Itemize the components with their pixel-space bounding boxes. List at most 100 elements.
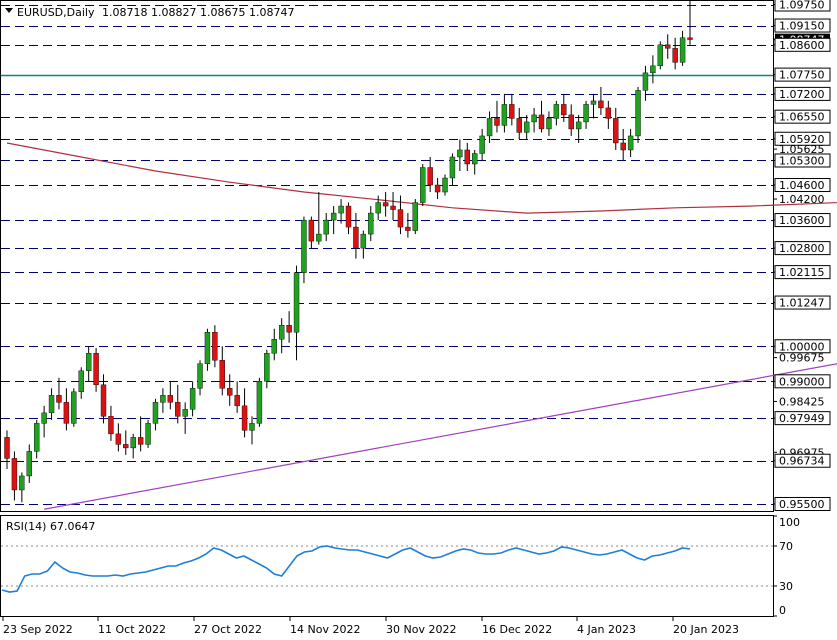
candle-body [598,100,604,109]
time-tick-label: 4 Jan 2023 [577,623,636,636]
candle-body [33,423,40,452]
candle [212,325,218,368]
price-label-box [774,241,831,256]
price-label-text: 1.03600 [779,214,825,227]
candle [464,142,470,171]
price-label: 1.02115 [773,265,831,280]
candle-body [256,381,263,424]
price-label-text: 1.00000 [779,340,825,353]
candle-body [464,149,470,165]
candle [672,37,678,70]
price-label-box [774,67,831,82]
candle-body [420,167,426,203]
candle-body [308,219,315,242]
price-label: 1.04600 [773,178,831,193]
time-tick-label: 30 Nov 2022 [386,623,456,636]
candle-body [234,395,240,407]
candle-body [486,118,493,137]
price-label: 0.99675 [773,352,825,365]
candle [123,430,129,455]
candle [78,367,84,399]
candle-body [382,202,389,207]
candle-body [11,458,18,491]
candle [227,374,233,406]
price-label-text: 1.02115 [779,266,825,279]
candle-body [316,233,322,242]
candle [338,199,344,224]
candle [650,55,656,84]
price-label-box [774,37,831,52]
candle-body [546,118,552,130]
candle-body [650,65,656,74]
price-label-box [774,153,831,168]
rsi-tick-label: 100 [779,516,800,529]
time-tick-label: 27 Oct 2022 [194,623,262,636]
candle [11,451,18,501]
price-label-text: 0.99000 [779,375,825,388]
price-label-text: 1.09750 [779,0,825,12]
rsi-panel: 100 70 30 0 [1,515,800,617]
candle [590,93,597,119]
candle [264,349,270,389]
candle [19,472,25,503]
moving-average [6,142,837,214]
candle [175,384,181,424]
candle-body [679,37,686,63]
price-label: 1.02800 [773,241,831,256]
trendline-line[interactable] [44,259,837,510]
candle-body [561,104,567,116]
candle-body [227,388,233,396]
rsi-line[interactable] [1,545,691,593]
price-label: 1.09150 [773,18,831,33]
time-tick-label: 14 Nov 2022 [290,623,360,636]
price-label-text: 1.06550 [779,111,825,124]
candle [41,405,47,438]
candle [152,398,159,431]
candle [197,360,203,396]
candle-body [167,395,174,403]
price-label: 1.01247 [773,295,831,310]
candle-body [434,184,441,193]
price-label-text: 1.01247 [779,297,825,310]
candle [71,388,77,427]
candle [271,328,277,361]
price-label-text: 1.05625 [779,143,825,156]
price-label-box [774,496,831,511]
candle [627,128,634,157]
time-tick-label: 16 Dec 2022 [482,623,552,636]
candle [457,139,463,171]
price-label-box [774,213,831,228]
candle-body [93,353,99,386]
candle [523,114,530,140]
candle-body [635,90,641,137]
moving-average-line[interactable] [6,142,837,214]
symbol-dropdown-icon[interactable] [5,8,13,13]
candle [100,374,107,424]
candle [189,381,196,417]
candle [531,107,537,133]
candle-body [204,332,211,364]
candle [330,206,337,235]
price-label-text: 1.02800 [779,242,825,255]
candle [85,346,92,382]
rsi-plot-frame [0,515,774,617]
candle-body [123,444,129,449]
candle-body [457,149,463,158]
candle-body [523,121,530,133]
candle [160,388,166,413]
candle-body [405,226,411,231]
candle [167,381,174,410]
candle [301,216,307,284]
candle-body [71,391,77,424]
candle [316,192,322,245]
price-label-box [774,0,831,12]
price-label: 1.05920 [773,131,831,146]
candle [33,419,40,459]
ohlc-readout: 1.08718 1.08827 1.08675 1.08747 [102,6,294,19]
candle-body [48,395,55,414]
candle [4,430,10,469]
price-label: 1.08600 [773,37,831,52]
candle-body [108,416,114,435]
price-label: 1.09750 [773,0,831,12]
candle [323,213,329,242]
